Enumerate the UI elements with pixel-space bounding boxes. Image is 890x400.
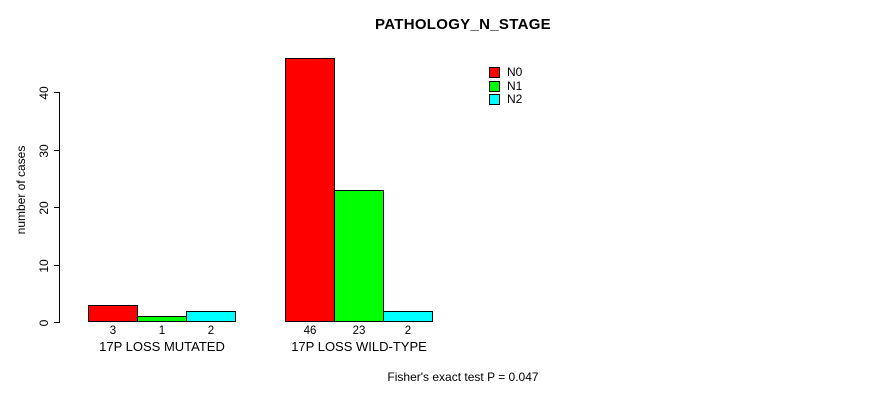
bar-n2-wild-type — [383, 311, 433, 322]
y-tick-label: 40 — [37, 85, 51, 100]
legend-label: N2 — [507, 92, 523, 106]
bar-n0-mutated — [88, 305, 138, 322]
bar-value-label: 3 — [109, 325, 117, 337]
bar-value-label: 46 — [303, 325, 317, 337]
y-tick-label: 0 — [37, 319, 51, 326]
bar-value-label: 2 — [404, 325, 412, 337]
y-axis-label: number of cases — [14, 145, 28, 235]
bar-n1-mutated — [137, 316, 187, 322]
legend-row: N1 — [489, 78, 523, 94]
legend-row: N2 — [489, 92, 523, 107]
y-tick-label: 10 — [37, 258, 51, 273]
bar-value-label: 1 — [158, 325, 166, 337]
legend-swatch-n0 — [489, 67, 500, 79]
y-tick — [54, 322, 59, 323]
chart-title: PATHOLOGY_N_STAGE — [375, 16, 551, 33]
legend-label: N0 — [507, 65, 523, 79]
legend-swatch-n2 — [489, 94, 500, 106]
legend-label: N1 — [507, 78, 523, 93]
bar-n2-mutated — [186, 311, 236, 322]
y-axis-line — [59, 92, 60, 323]
bar-value-label: 2 — [207, 325, 215, 337]
y-tick — [54, 207, 59, 208]
legend-row: N0 — [489, 65, 523, 80]
bar-n1-wild-type — [334, 190, 384, 322]
y-tick — [54, 150, 59, 151]
bar-n0-wild-type — [285, 58, 335, 322]
category-label-0: 17P LOSS MUTATED — [99, 339, 225, 354]
legend-swatch-n1 — [489, 80, 500, 92]
y-tick — [54, 265, 59, 266]
bar-value-label: 23 — [352, 325, 366, 337]
category-label-1: 17P LOSS WILD-TYPE — [291, 339, 427, 354]
y-tick — [54, 92, 59, 93]
footnote-pvalue: Fisher's exact test P = 0.047 — [387, 370, 539, 384]
y-tick-label: 20 — [37, 200, 51, 215]
y-tick-label: 30 — [37, 143, 51, 158]
legend: N0 N1 N2 — [489, 65, 523, 107]
